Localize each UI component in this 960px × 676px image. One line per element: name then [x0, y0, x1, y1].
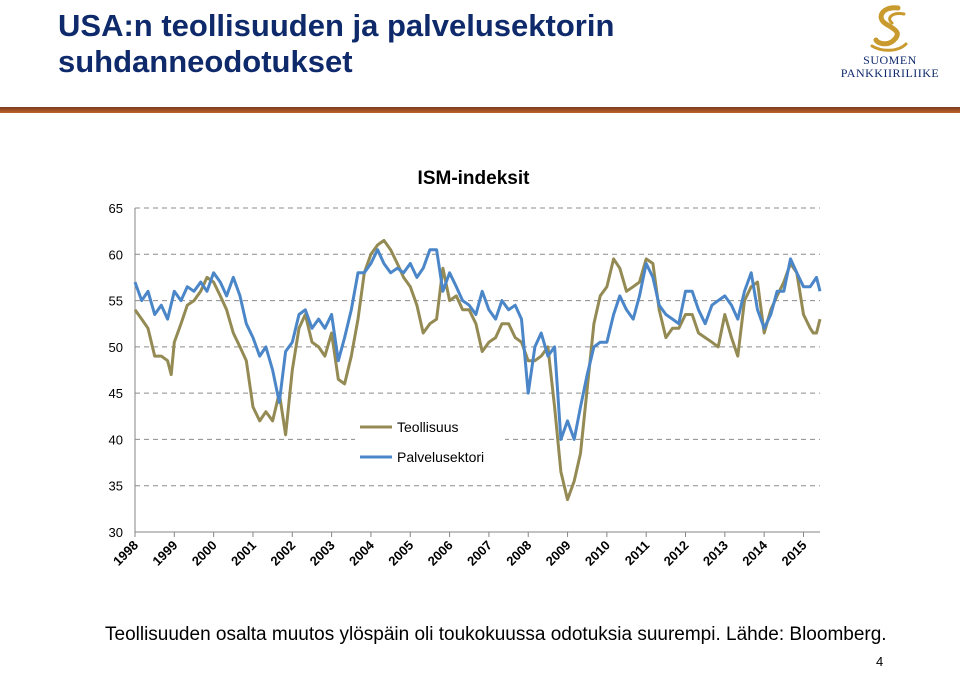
- y-tick-label: 35: [109, 479, 123, 494]
- x-tick-label: 2010: [582, 538, 613, 569]
- y-tick-label: 40: [109, 432, 123, 447]
- title-divider: [0, 107, 960, 113]
- legend-label-teollisuus: Teollisuus: [397, 419, 458, 435]
- x-tick-label: 2007: [464, 538, 495, 569]
- x-tick-label: 2001: [228, 538, 259, 569]
- x-tick-label: 2004: [346, 537, 378, 569]
- series-line-teollisuus: [133, 238, 822, 502]
- x-tick-label: 2006: [425, 538, 456, 569]
- x-tick-label: 2015: [779, 538, 810, 569]
- slide-title-line-1: USA:n teollisuuden ja palvelusektorin: [58, 8, 615, 43]
- page-number: 4: [876, 654, 884, 669]
- x-tick-label: 2011: [622, 538, 653, 569]
- x-tick-label: 2014: [739, 537, 771, 569]
- company-logo: SUOMEN PANKKIIRILIIKE: [828, 4, 952, 90]
- x-tick-label: 1999: [149, 538, 180, 569]
- slide-caption: Teollisuuden osalta muutos ylöspäin oli …: [105, 624, 887, 645]
- x-tick-label: 2002: [267, 538, 298, 569]
- x-tick-label: 2005: [385, 538, 416, 569]
- legend-label-palvelusektori: Palvelusektori: [397, 449, 484, 465]
- x-tick-label: 2000: [189, 538, 220, 569]
- series-line-palvelusektori: [133, 248, 822, 441]
- y-tick-label: 65: [109, 201, 123, 216]
- chart-title: ISM-indeksit: [418, 168, 531, 189]
- x-tick-label: 1998: [110, 538, 141, 569]
- y-tick-label: 30: [109, 525, 123, 540]
- x-tick-label: 2012: [661, 538, 692, 569]
- x-tick-label: 2013: [700, 538, 731, 569]
- legend-box: [355, 412, 505, 470]
- logo-line-1: SUOMEN: [863, 53, 917, 67]
- x-tick-label: 2008: [503, 538, 534, 569]
- ism-chart: ISM-indeksit 30 35 40 45 50 55 60 65 1998 1999 2000…: [100, 150, 840, 590]
- s-swirl-icon: [870, 5, 908, 52]
- y-tick-label: 55: [109, 294, 123, 309]
- logo-line-2: PANKKIIRILIIKE: [840, 66, 940, 80]
- slide-title: USA:n teollisuuden ja palvelusektorin su…: [58, 8, 798, 80]
- y-tick-label: 60: [109, 247, 123, 262]
- chart-svg: ISM-indeksit 30 35 40 45 50 55 60 65 1998 1999 2000…: [109, 168, 822, 569]
- x-tick-label: 2003: [307, 538, 338, 569]
- y-tick-label: 50: [109, 340, 123, 355]
- y-tick-label: 45: [109, 386, 123, 401]
- slide-title-line-2: suhdanneodotukset: [58, 44, 353, 79]
- x-tick-label: 2009: [543, 538, 574, 569]
